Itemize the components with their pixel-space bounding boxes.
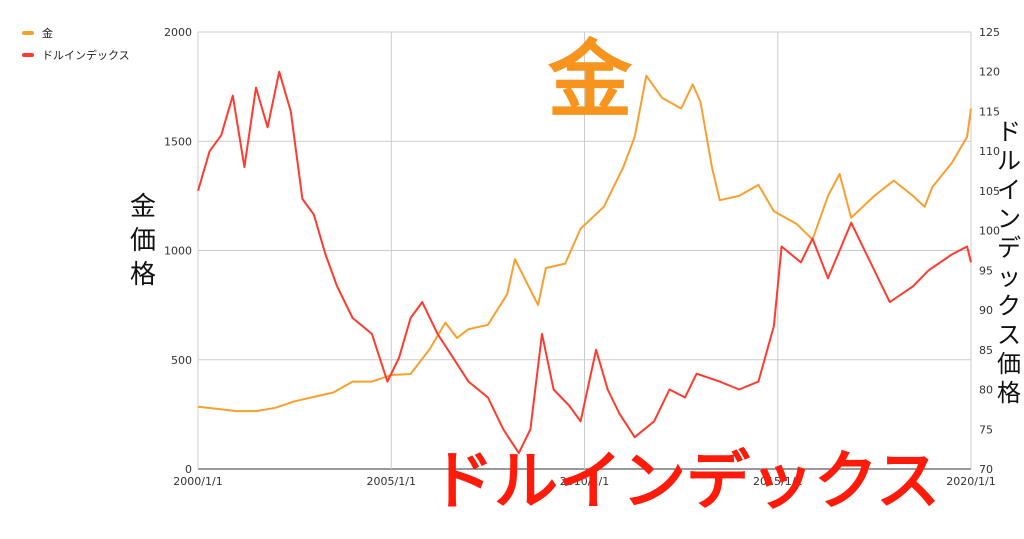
legend-item-dollar-index: ドルインデックス	[22, 44, 130, 66]
x-tick-label: 2010/1/1	[560, 475, 609, 488]
right-tick-label: 80	[979, 384, 993, 397]
right-tick-label: 90	[979, 304, 993, 317]
left-tick-label: 500	[171, 354, 192, 367]
right-tick-label: 115	[979, 105, 1000, 118]
chart-series	[197, 70, 972, 455]
right-tick-label: 120	[979, 66, 1000, 79]
left-tick-label: 0	[185, 463, 192, 476]
x-tick-label: 2000/1/1	[173, 475, 222, 488]
right-tick-label: 105	[979, 185, 1000, 198]
left-axis-label: 金価格	[129, 192, 156, 290]
right-axis-ticks: 70 75 80 85 90 95 100 105 110 115 120 125	[979, 26, 1000, 476]
x-tick-label: 2005/1/1	[367, 475, 416, 488]
chart-grid	[197, 31, 972, 470]
x-tick-label: 2015/1/1	[753, 475, 802, 488]
legend-item-gold: 金	[22, 22, 130, 44]
chart-legend: 金 ドルインデックス	[22, 22, 130, 66]
x-tick-label: 2020/1/1	[946, 475, 995, 488]
dollar-index-overlay-title: ドルインデックス	[430, 445, 941, 519]
left-tick-label: 2000	[164, 26, 192, 39]
legend-swatch-dollar-index	[22, 53, 34, 57]
right-tick-label: 125	[979, 26, 1000, 39]
right-tick-label: 95	[979, 264, 993, 277]
x-axis-ticks: 2000/1/1 2005/1/1 2010/1/1 2015/1/1 2020/1/1	[173, 475, 995, 488]
legend-swatch-gold	[22, 31, 34, 35]
legend-label-gold: 金	[42, 27, 53, 40]
right-tick-label: 110	[979, 145, 1000, 158]
right-tick-label: 85	[979, 344, 993, 357]
legend-label-dollar-index: ドルインデックス	[42, 49, 130, 62]
gold-overlay-title: 金	[548, 31, 633, 129]
dollar-index-series-line	[197, 70, 972, 455]
right-tick-label: 75	[979, 423, 993, 436]
gold-series-line	[197, 74, 972, 413]
left-tick-label: 1500	[164, 135, 192, 148]
right-tick-label: 100	[979, 225, 1000, 238]
left-axis-ticks: 0 500 1000 1500 2000	[164, 26, 192, 476]
left-tick-label: 1000	[164, 245, 192, 258]
right-tick-label: 70	[979, 463, 993, 476]
right-axis-label: ドルインデックス価格	[997, 118, 1021, 407]
